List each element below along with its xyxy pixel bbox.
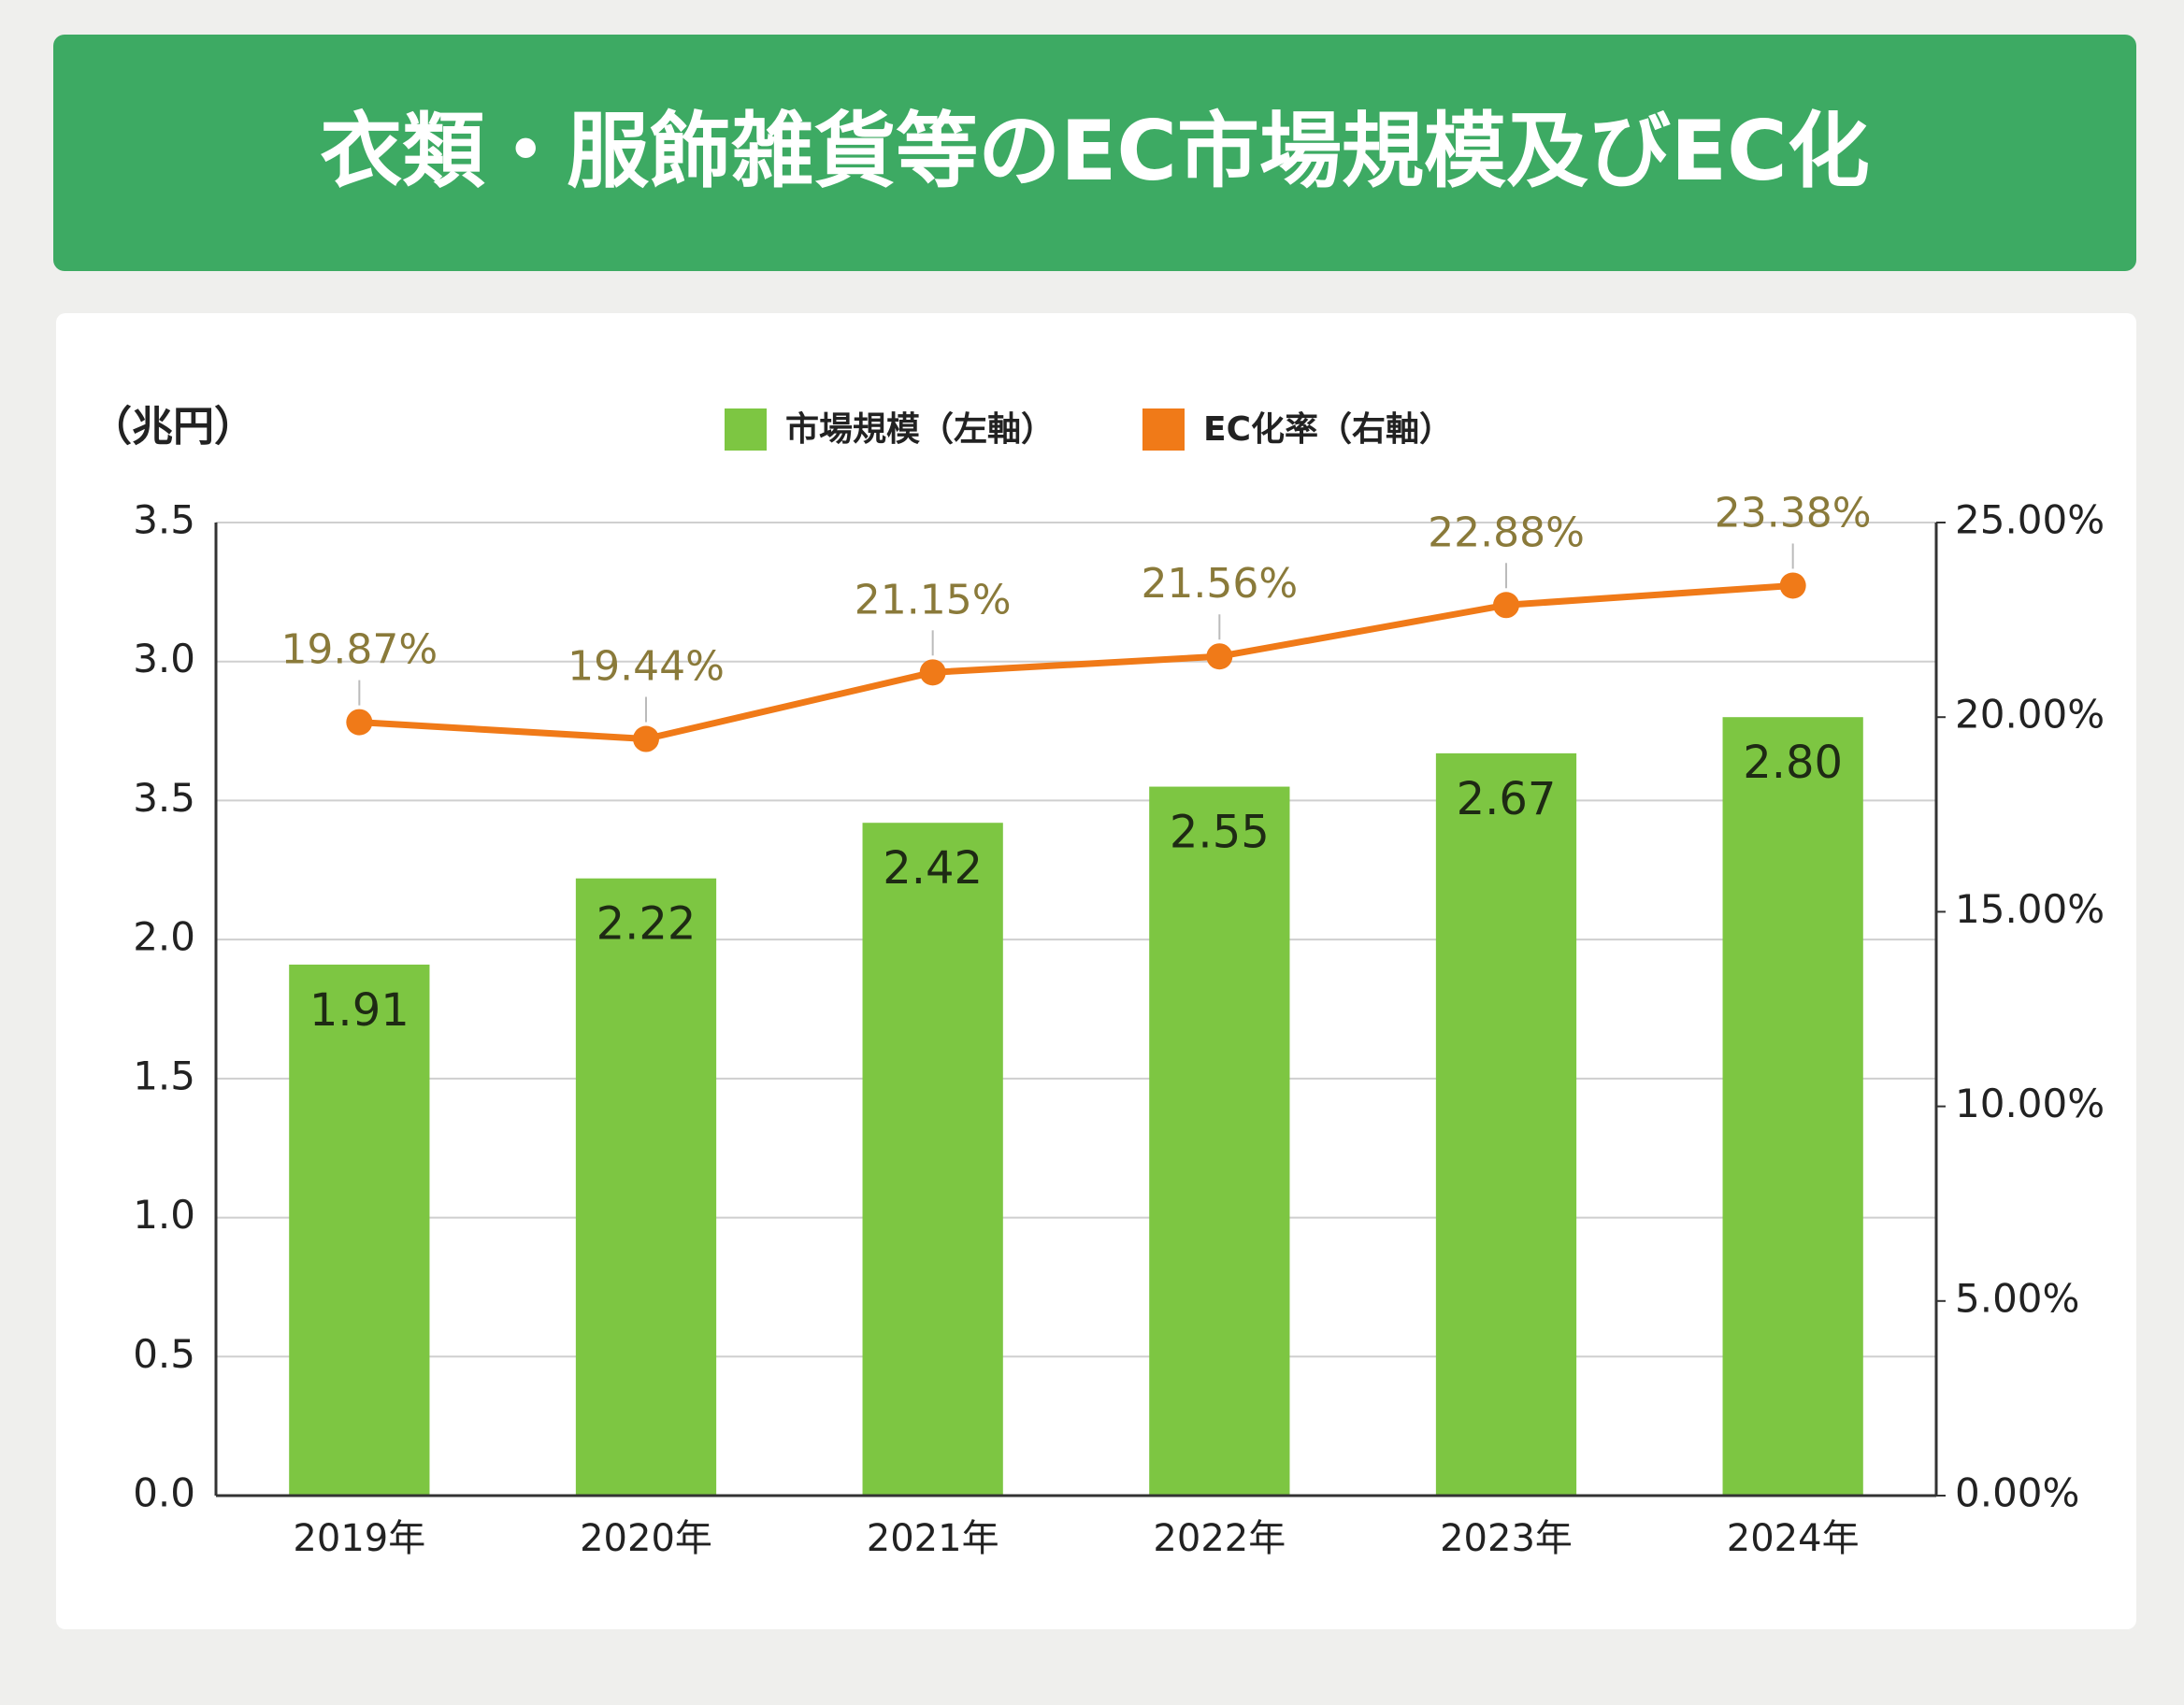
bar: [575, 878, 717, 1496]
y-tick-label: 2.0: [133, 914, 195, 960]
y2-tick-label: 5.00%: [1955, 1275, 2079, 1321]
bar: [1435, 752, 1577, 1496]
legend-swatch: [1142, 408, 1185, 451]
bar-value-label: 2.80: [1743, 737, 1843, 789]
bar: [1149, 786, 1290, 1496]
line-value-label: 23.38%: [1715, 489, 1872, 537]
line: [359, 581, 1793, 743]
y-tick-label: 3.0: [133, 636, 195, 681]
bar-value-label: 2.42: [883, 842, 983, 895]
title-banner: [53, 35, 2136, 271]
legend-swatch: [725, 408, 767, 451]
line-value-label: 21.15%: [855, 576, 1012, 623]
chart-title: 衣類・服飾雑貨等のEC市場規模及びEC化: [320, 103, 1869, 199]
y2-tick-label: 15.00%: [1955, 886, 2105, 932]
y2-tick-label: 0.00%: [1955, 1470, 2079, 1516]
y2-tick-label: 25.00%: [1955, 497, 2105, 543]
line-point: [346, 709, 373, 736]
y-tick-label: 3.5: [133, 497, 195, 543]
x-tick-label: 2024年: [1727, 1517, 1860, 1560]
bar: [289, 964, 430, 1496]
legend-label: EC化率（右軸）: [1203, 410, 1453, 449]
y-tick-label: 1.0: [133, 1192, 195, 1238]
line-point: [1779, 572, 1806, 599]
y-axis-label: （兆円）: [91, 403, 255, 451]
bar-value-label: 2.67: [1457, 773, 1557, 825]
bar-value-label: 2.55: [1170, 807, 1270, 859]
line-point: [1206, 643, 1233, 670]
y-tick-label: 0.0: [133, 1470, 195, 1516]
line-point: [1493, 592, 1519, 619]
line-value-label: 19.44%: [568, 643, 725, 691]
x-tick-label: 2019年: [293, 1517, 425, 1560]
line-point: [919, 659, 946, 686]
x-tick-label: 2020年: [580, 1517, 712, 1560]
y-tick-label: 1.5: [133, 1053, 195, 1098]
bar-value-label: 2.22: [596, 898, 697, 951]
line-value-label: 19.87%: [280, 626, 438, 674]
line-value-label: 22.88%: [1428, 509, 1585, 556]
x-tick-label: 2021年: [867, 1517, 999, 1560]
y-tick-label: 0.5: [133, 1331, 195, 1377]
y2-tick-label: 10.00%: [1955, 1081, 2105, 1126]
x-tick-label: 2023年: [1440, 1517, 1573, 1560]
bar: [1722, 717, 1863, 1496]
bar-value-label: 1.91: [309, 984, 410, 1037]
line-point: [633, 725, 659, 752]
bar: [862, 823, 1003, 1496]
legend-label: 市場規模（左軸）: [785, 410, 1055, 449]
y2-tick-label: 20.00%: [1955, 692, 2105, 738]
x-tick-label: 2022年: [1153, 1517, 1286, 1560]
line-value-label: 21.56%: [1141, 560, 1298, 608]
y-tick-label: 3.5: [133, 775, 195, 821]
